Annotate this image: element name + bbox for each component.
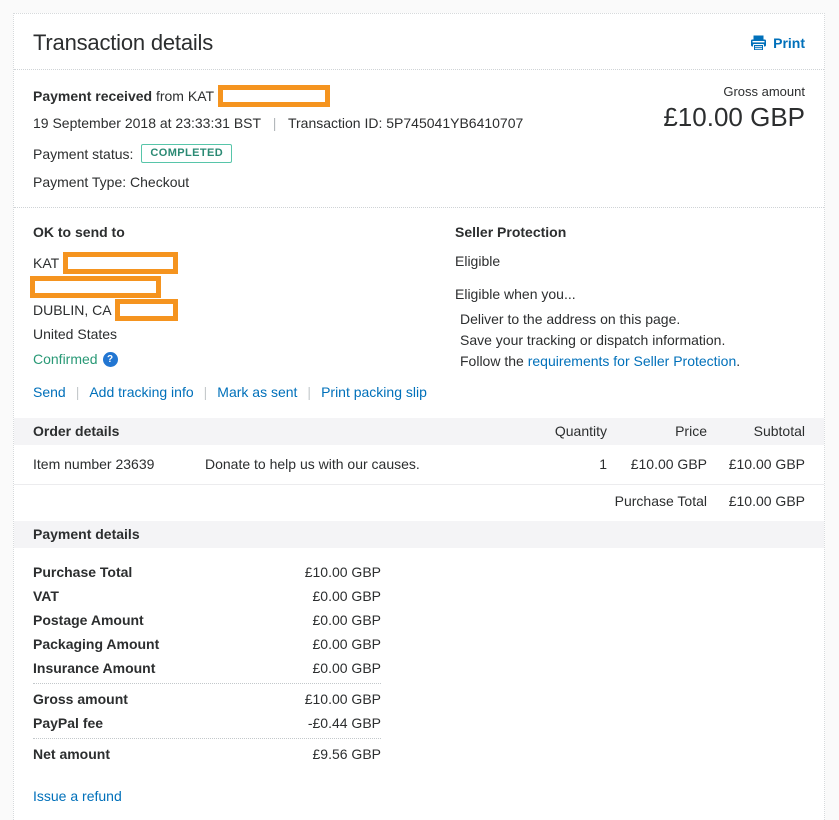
transaction-date: 19 September 2018 at 23:33:31 BST	[33, 115, 261, 131]
row-label: PayPal fee	[33, 715, 104, 731]
redaction-box-payer	[217, 84, 330, 107]
order-item-row: Item number 23639 Donate to help us with…	[14, 445, 824, 485]
gross-amount-block: Gross amount £10.00 GBP	[663, 84, 805, 133]
refund-line: Issue a refund	[14, 766, 824, 820]
redaction-box-zip	[114, 298, 178, 321]
row-value: £0.00 GBP	[312, 612, 382, 628]
seller-protection-column: Seller Protection Eligible Eligible when…	[455, 224, 805, 400]
row-value: £10.00 GBP	[304, 564, 381, 580]
payment-row-insurance: Insurance Amount £0.00 GBP	[33, 656, 381, 680]
mark-as-sent-link[interactable]: Mark as sent	[194, 384, 297, 400]
payment-summary-section: Payment received from KAT 19 September 2…	[14, 70, 824, 208]
send-link[interactable]: Send	[33, 384, 66, 400]
column-header-subtotal: Subtotal	[753, 423, 805, 439]
payment-row-vat: VAT £0.00 GBP	[33, 584, 381, 608]
address-confirmed-line: Confirmed ?	[33, 351, 455, 367]
payment-row-net: Net amount £9.56 GBP	[33, 742, 381, 766]
row-value: £0.00 GBP	[312, 660, 382, 676]
order-total-row: Purchase Total £10.00 GBP	[14, 485, 824, 519]
seller-protection-list: Deliver to the address on this page. Sav…	[455, 309, 805, 372]
protection-item-tracking: Save your tracking or dispatch informati…	[460, 332, 726, 348]
date-transaction-line: 19 September 2018 at 23:33:31 BST | Tran…	[33, 115, 805, 131]
payment-details-heading: Payment details	[33, 526, 140, 542]
seller-protection-heading: Seller Protection	[455, 224, 567, 240]
ship-to-city-text: DUBLIN, CA	[33, 302, 111, 318]
row-label: Packaging Amount	[33, 636, 160, 652]
row-value: £10.00 GBP	[304, 691, 381, 707]
ship-to-column: OK to send to KAT DUBLIN, CA United Stat…	[30, 224, 455, 400]
ship-to-street-line	[30, 275, 455, 299]
row-value: £9.56 GBP	[312, 746, 382, 762]
order-details-header-row: Order details Quantity Price Subtotal	[14, 418, 824, 445]
purchase-total-label: Purchase Total	[614, 493, 707, 509]
row-label: VAT	[33, 588, 59, 604]
order-item-quantity: 1	[599, 456, 607, 472]
payment-type-line: Payment Type: Checkout	[33, 174, 190, 190]
issue-refund-link[interactable]: Issue a refund	[33, 788, 122, 804]
payment-row-paypal-fee: PayPal fee -£0.44 GBP	[33, 711, 381, 735]
gross-amount-label: Gross amount	[723, 84, 805, 99]
confirmed-link[interactable]: Confirmed	[33, 351, 98, 367]
row-value: £0.00 GBP	[312, 588, 382, 604]
payer-name-text: from KAT	[155, 88, 214, 104]
payment-received-label: Payment received	[33, 88, 153, 104]
follow-prefix-text: Follow the	[460, 353, 528, 369]
redaction-box-name	[62, 251, 178, 274]
seller-protection-requirements-link[interactable]: requirements for Seller Protection	[527, 353, 737, 369]
ship-to-country: United States	[33, 326, 118, 342]
print-packing-slip-link[interactable]: Print packing slip	[297, 384, 427, 400]
purchase-total-value: £10.00 GBP	[728, 493, 805, 509]
row-label: Postage Amount	[33, 612, 144, 628]
row-value: £0.00 GBP	[312, 636, 382, 652]
payment-details-header-row: Payment details	[14, 521, 824, 548]
status-badge: COMPLETED	[141, 144, 233, 163]
protection-item-follow: Follow the requirements for Seller Prote…	[460, 351, 805, 372]
follow-suffix-text: .	[736, 353, 741, 369]
dotted-divider	[33, 738, 381, 739]
payment-row-postage: Postage Amount £0.00 GBP	[33, 608, 381, 632]
ship-to-name-text: KAT	[33, 255, 59, 271]
transaction-id-label: Transaction ID:	[287, 115, 383, 131]
row-label: Purchase Total	[33, 564, 133, 580]
column-header-quantity: Quantity	[554, 423, 607, 439]
seller-protection-status: Eligible	[455, 253, 501, 269]
transaction-id-value: 5P745041YB6410707	[386, 115, 524, 131]
print-button[interactable]: Print	[750, 35, 805, 51]
ship-to-city-line: DUBLIN, CA	[33, 297, 455, 323]
order-action-links: SendAdd tracking infoMark as sentPrint p…	[33, 384, 455, 400]
print-button-label: Print	[773, 35, 805, 51]
help-icon[interactable]: ?	[102, 351, 118, 367]
order-item-price: £10.00 GBP	[630, 456, 707, 472]
payment-details-rows: Purchase Total £10.00 GBP VAT £0.00 GBP …	[14, 548, 400, 766]
gross-amount-value: £10.00 GBP	[663, 102, 805, 132]
payment-row-packaging: Packaging Amount £0.00 GBP	[33, 632, 381, 656]
page-title: Transaction details	[33, 30, 214, 55]
order-details-heading: Order details	[33, 423, 120, 439]
order-item-number: Item number 23639	[33, 456, 155, 472]
row-value: -£0.44 GBP	[307, 715, 381, 731]
transaction-details-card: Transaction details Print Payment receiv…	[13, 13, 825, 820]
protection-item-deliver: Deliver to the address on this page.	[460, 311, 681, 327]
redaction-box-street	[30, 275, 161, 298]
payment-status-line: Payment status: COMPLETED	[33, 144, 805, 163]
printer-icon	[750, 35, 767, 51]
payment-status-label: Payment status:	[33, 145, 134, 162]
dotted-divider	[33, 683, 381, 684]
payment-row-purchase-total: Purchase Total £10.00 GBP	[33, 560, 381, 584]
payment-received-line: Payment received from KAT	[33, 84, 805, 108]
ship-and-protection-section: OK to send to KAT DUBLIN, CA United Stat…	[14, 208, 824, 410]
row-label: Net amount	[33, 746, 110, 762]
ship-to-heading: OK to send to	[33, 224, 125, 240]
ship-to-name-line: KAT	[33, 250, 455, 276]
column-header-price: Price	[675, 423, 707, 439]
order-item-subtotal: £10.00 GBP	[728, 456, 805, 472]
card-header: Transaction details Print	[14, 14, 824, 70]
row-label: Insurance Amount	[33, 660, 156, 676]
order-item-description: Donate to help us with our causes.	[205, 456, 420, 472]
add-tracking-link[interactable]: Add tracking info	[66, 384, 193, 400]
pipe-separator: |	[272, 115, 277, 131]
payment-row-gross: Gross amount £10.00 GBP	[33, 687, 381, 711]
row-label: Gross amount	[33, 691, 128, 707]
seller-protection-intro: Eligible when you...	[455, 286, 576, 302]
